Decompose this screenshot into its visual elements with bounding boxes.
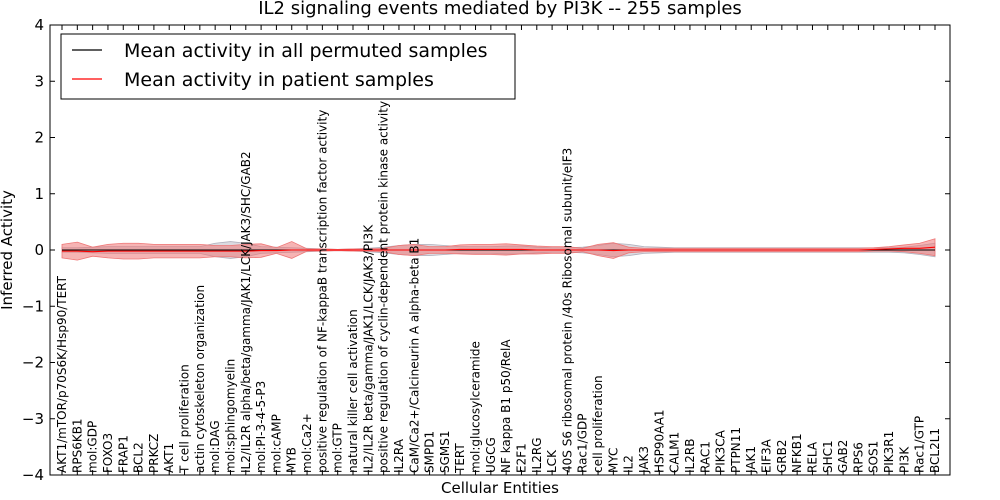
- category-label: T cell proliferation: [178, 364, 192, 474]
- y-axis-ticks: 4 3 2 1 0 −1 −2 −3 −4: [22, 16, 950, 484]
- category-label: JAK3: [637, 446, 651, 474]
- category-label: Rac1/GDP: [576, 414, 590, 473]
- category-label: mol:GTP: [331, 423, 345, 473]
- category-label: positive regulation of cyclin-dependent …: [377, 101, 391, 473]
- category-label: natural killer cell activation: [346, 309, 360, 473]
- category-label: LCK: [545, 449, 559, 473]
- y-tick-label: 0: [34, 241, 44, 259]
- category-label: PRKCZ: [147, 434, 161, 473]
- x-axis-title: Cellular Entities: [441, 479, 559, 497]
- category-label: HSP90AA1: [652, 409, 666, 473]
- category-label: RELA: [805, 441, 819, 473]
- category-label: NFKB1: [790, 433, 804, 473]
- category-label: E2F1: [514, 443, 528, 473]
- category-label: SMPD1: [423, 431, 437, 473]
- category-label: EIF3A: [760, 438, 774, 473]
- category-label: PTPN11: [729, 427, 743, 473]
- category-label: RAC1: [698, 441, 712, 473]
- category-label: mol:PI-3-4-5-P3: [254, 381, 268, 473]
- legend-label-patient: Mean activity in patient samples: [124, 69, 434, 91]
- category-label: UGCG: [484, 437, 498, 473]
- category-label: PIK3R1: [882, 431, 896, 473]
- category-label: RPS6KB1: [70, 418, 84, 473]
- category-label: SHC1: [821, 440, 835, 473]
- category-label: PIK3CA: [714, 429, 728, 473]
- category-label: GAB2: [836, 440, 850, 473]
- category-label: 40S S6 ribosomal protein /40s Ribosomal …: [560, 148, 574, 473]
- category-label: MYB: [285, 447, 299, 473]
- category-label: mol:DAG: [208, 420, 222, 473]
- category-label: NF kappa B1 p50/RelA: [499, 339, 513, 473]
- y-tick-label: −4: [22, 466, 44, 484]
- category-label: FOXO3: [101, 433, 115, 473]
- legend-box: [60, 33, 516, 100]
- category-label: BCL2L1: [928, 428, 942, 473]
- category-label: mol:GDP: [86, 421, 100, 473]
- category-label: positive regulation of NF-kappaB transcr…: [315, 110, 329, 473]
- category-label: IL2RA: [392, 438, 406, 473]
- line-patient: [62, 246, 936, 253]
- legend-label-permuted: Mean activity in all permuted samples: [124, 40, 487, 62]
- x-axis-ticks: [61, 25, 936, 475]
- category-label: CaM/Ca2+/Calcineurin A alpha-beta B1: [407, 238, 421, 473]
- category-label: TERT: [453, 443, 467, 474]
- y-axis-title: Inferred Activity: [0, 190, 16, 310]
- category-label: mol:Ca2+: [300, 413, 314, 473]
- category-label: Rac1/GTP: [913, 416, 927, 473]
- y-tick-label: −2: [22, 354, 44, 372]
- category-label: AKT1: [162, 443, 176, 473]
- category-label: JAK1: [744, 446, 758, 474]
- category-label: CALM1: [668, 432, 682, 473]
- category-label: mol:cAMP: [269, 414, 283, 473]
- category-label: IL2/IL2R beta/gamma/JAK1/LCK/JAK3/PI3K: [361, 224, 375, 473]
- category-label: MYC: [606, 448, 620, 473]
- y-tick-label: −3: [22, 410, 44, 428]
- y-tick-label: 2: [34, 129, 44, 147]
- category-label: FRAP1: [116, 435, 130, 473]
- category-label: BCL2: [132, 442, 146, 473]
- category-label: AKT1/mTOR/p70S6K/Hsp90/TERT: [55, 275, 69, 473]
- category-label: mol:glucosylceramide: [469, 341, 483, 473]
- legend: Mean activity in all permuted samples Me…: [60, 33, 516, 100]
- y-tick-label: 4: [34, 16, 44, 34]
- y-tick-label: −1: [22, 297, 44, 315]
- series-lines: [62, 246, 936, 253]
- category-label: IL2RG: [530, 438, 544, 474]
- category-label: SGMS1: [438, 430, 452, 473]
- category-label: mol:sphingomyelin: [223, 359, 237, 473]
- category-label: PI3K: [897, 446, 911, 473]
- category-label: IL2/IL2R alpha/beta/gamma/JAK1/LCK/JAK3/…: [239, 151, 253, 473]
- category-label: IL2: [622, 455, 636, 473]
- y-tick-label: 3: [34, 72, 44, 90]
- category-label: GRB2: [775, 439, 789, 473]
- chart-title: IL2 signaling events mediated by PI3K --…: [258, 0, 742, 19]
- category-label: cell proliferation: [591, 375, 605, 473]
- category-label: IL2RB: [683, 439, 697, 473]
- category-label: SOS1: [867, 441, 881, 473]
- category-labels: AKT1/mTOR/p70S6K/Hsp90/TERT RPS6KB1 mol:GD…: [55, 101, 942, 474]
- category-label: actin cytoskeleton organization: [193, 285, 207, 473]
- category-label: RPS6: [851, 442, 865, 473]
- y-tick-label: 1: [34, 185, 44, 203]
